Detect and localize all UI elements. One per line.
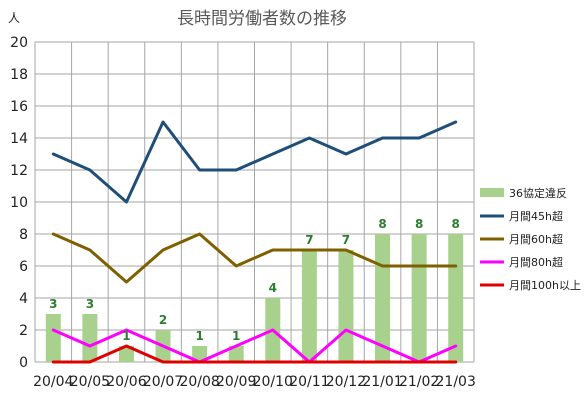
legend-swatch	[480, 188, 504, 197]
y-axis-unit-label: 人	[8, 11, 20, 25]
bar-data-labels: 3 3 1 2 1 1 4 7 7 8 8 8	[49, 217, 460, 343]
y-tick-label: 4	[19, 291, 28, 307]
y-tick-label: 2	[19, 323, 28, 339]
y-tick-label: 12	[10, 163, 28, 179]
y-tick-label: 0	[19, 355, 28, 371]
legend-label: 36協定違反	[509, 186, 567, 200]
bar-value-label: 8	[378, 217, 386, 231]
legend-item: 月間80h超	[480, 255, 563, 269]
x-tick-label: 21/03	[436, 374, 476, 390]
series-line	[51, 328, 458, 364]
series-line	[51, 232, 458, 284]
y-tick-label: 18	[10, 67, 28, 83]
x-tick-label: 21/01	[362, 374, 402, 390]
legend-label: 月間45h超	[509, 209, 563, 223]
axes: 0246810121416182020/0420/0520/0620/0720/…	[10, 35, 476, 390]
legend-item: 月間45h超	[480, 209, 563, 223]
bar	[45, 314, 61, 362]
bar-value-label: 7	[342, 233, 350, 247]
bar-value-label: 3	[86, 297, 94, 311]
bar	[82, 314, 98, 362]
y-tick-label: 20	[10, 35, 28, 51]
bar	[118, 346, 134, 362]
y-tick-label: 14	[10, 131, 28, 147]
y-tick-label: 10	[10, 195, 28, 211]
legend-label: 月間100h以上	[509, 279, 581, 292]
series-line	[51, 344, 458, 364]
x-tick-label: 21/02	[399, 374, 439, 390]
bar-value-label: 2	[159, 313, 167, 327]
x-tick-label: 20/12	[326, 374, 366, 390]
bar-value-label: 4	[269, 281, 277, 295]
legend-item: 36協定違反	[480, 186, 567, 200]
bar	[192, 346, 208, 362]
bar	[228, 346, 244, 362]
bar-value-label: 8	[452, 217, 460, 231]
line-series	[51, 120, 458, 364]
gridlines	[34, 41, 475, 363]
bar	[338, 250, 354, 362]
legend-label: 月間60h超	[509, 232, 563, 246]
x-tick-label: 20/04	[33, 374, 73, 390]
x-tick-label: 20/08	[179, 374, 219, 390]
bar-value-label: 1	[195, 329, 203, 343]
x-tick-label: 20/06	[106, 374, 146, 390]
chart-title: 長時間労働者数の推移	[177, 9, 347, 29]
y-tick-label: 16	[10, 99, 28, 115]
legend-label: 月間80h超	[509, 255, 563, 269]
x-tick-label: 20/07	[143, 374, 183, 390]
y-tick-label: 6	[19, 259, 28, 275]
legend-item: 月間60h超	[480, 232, 563, 246]
y-tick-label: 8	[19, 227, 28, 243]
series-line	[51, 120, 458, 204]
bar	[448, 234, 464, 362]
x-tick-label: 20/10	[253, 374, 293, 390]
bar	[411, 234, 427, 362]
bar	[301, 250, 317, 362]
bar-value-label: 1	[122, 329, 130, 343]
x-tick-label: 20/09	[216, 374, 256, 390]
legend-item: 月間100h以上	[480, 279, 581, 292]
bar-value-label: 8	[415, 217, 423, 231]
bar-value-label: 3	[49, 297, 57, 311]
x-tick-label: 20/11	[289, 374, 329, 390]
bar-value-label: 7	[305, 233, 313, 247]
bar-value-label: 1	[232, 329, 240, 343]
x-tick-label: 20/05	[70, 374, 110, 390]
